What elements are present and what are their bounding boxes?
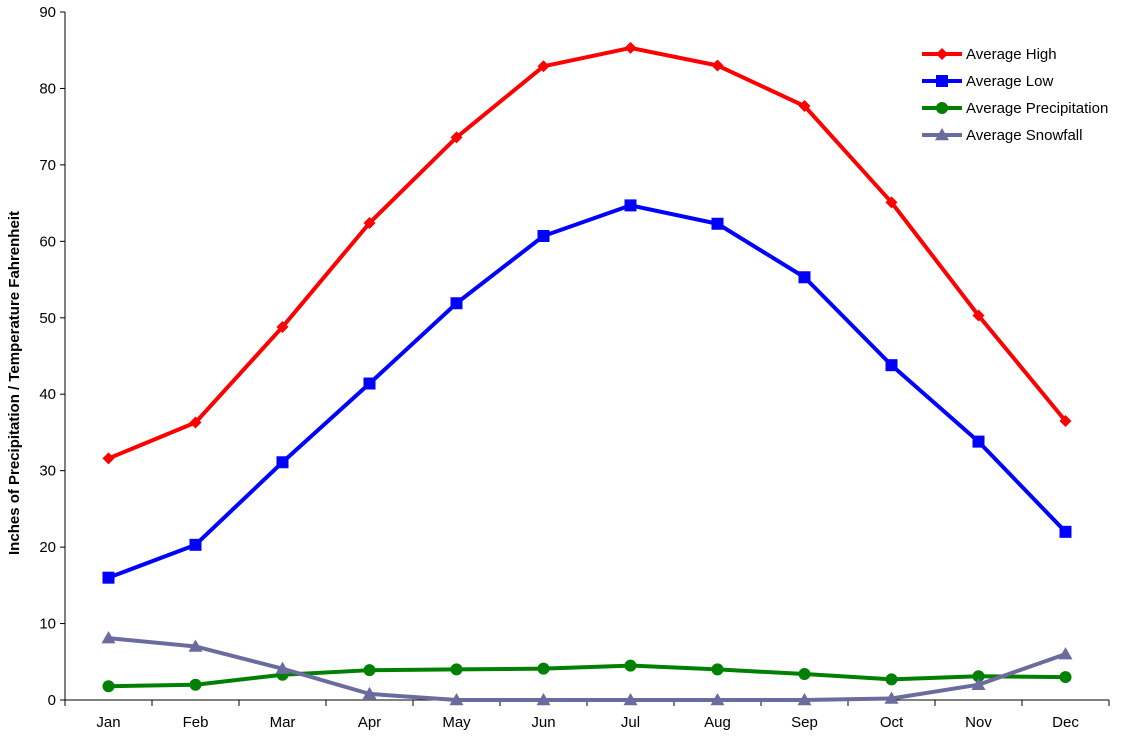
y-tick-label: 90 [39,4,56,21]
legend-marker-average-low [936,75,948,87]
data-point-average-high [972,309,985,322]
data-point-average-precipitation [624,659,637,672]
y-axis-label: Inches of Precipitation / Temperature Fa… [6,211,23,555]
y-tick-label: 30 [39,463,56,480]
data-point-average-high [102,452,115,465]
data-point-average-precipitation [711,663,724,676]
data-point-average-high [711,59,724,72]
data-point-average-low [363,377,376,390]
data-point-average-snowfall [1058,647,1073,660]
data-point-average-low [885,359,898,372]
x-tick-label: Sep [791,714,818,731]
data-point-average-low [624,199,637,212]
y-tick-label: 60 [39,233,56,250]
data-point-average-high [450,131,463,144]
x-tick-label: May [442,714,471,731]
legend-marker-average-high [936,48,948,60]
data-point-average-low [102,571,115,584]
x-tick-label: Nov [965,714,992,731]
data-point-average-precipitation [102,680,115,693]
y-tick-label: 0 [48,692,56,709]
data-point-average-low [537,229,550,242]
legend-label-average-precipitation: Average Precipitation [966,100,1108,117]
data-point-average-snowfall [884,691,899,704]
legend-item-average-low: Average Low [922,73,1053,90]
series-layer [101,41,1073,706]
data-point-average-high [276,320,289,333]
series-line-average-high [107,45,1068,461]
legend: Average High Average Low Average Precipita… [922,46,1108,144]
data-point-average-precipitation [972,670,985,683]
legend-marker-average-precipitation [936,102,948,114]
x-tick-label: Jan [96,714,120,731]
y-tick-label: 10 [39,616,56,633]
series-line-average-precipitation [108,663,1066,689]
y-tick-label: 20 [39,539,56,556]
x-tick-label: Feb [183,714,209,731]
data-point-average-low [1059,525,1072,538]
data-point-average-precipitation [450,663,463,676]
x-tick-label: Dec [1052,714,1079,731]
data-point-average-high [189,416,202,429]
data-point-average-snowfall [536,693,551,706]
data-point-average-precipitation [885,673,898,686]
x-tick-label: Jul [621,714,640,731]
data-point-average-precipitation [537,662,550,675]
data-point-average-snowfall [797,693,812,706]
series-average-snowfall [101,631,1073,706]
data-point-average-low [711,217,724,230]
data-point-average-snowfall [623,693,638,706]
legend-item-average-high: Average High [922,46,1057,63]
legend-item-average-snowfall: Average Snowfall [922,127,1082,144]
y-tick-label: 50 [39,310,56,327]
data-point-average-high [624,41,637,54]
x-tick-label: Aug [704,714,731,731]
legend-label-average-high: Average High [966,46,1057,63]
data-point-average-high [363,216,376,229]
y-tick-label: 70 [39,157,56,174]
axes: 0 10 20 30 40 50 60 70 80 90 Jan Feb Mar Apr May Jun Jul… [39,4,1110,731]
x-tick-label: Mar [270,714,296,731]
series-average-high [102,41,1072,465]
legend-label-average-snowfall: Average Snowfall [966,127,1082,144]
data-point-average-low [189,538,202,551]
data-point-average-high [1059,414,1072,427]
data-point-average-snowfall [188,639,203,652]
data-point-average-snowfall [275,661,290,674]
data-point-average-high [885,196,898,209]
data-point-average-precipitation [1059,671,1072,684]
legend-label-average-low: Average Low [966,73,1053,90]
data-point-average-low [972,435,985,448]
data-point-average-snowfall [101,631,116,644]
legend-item-average-precipitation: Average Precipitation [922,100,1108,117]
data-point-average-high [537,60,550,73]
data-point-average-snowfall [710,693,725,706]
series-line-average-snowfall [108,636,1067,702]
data-point-average-snowfall [449,693,464,706]
data-point-average-precipitation [798,668,811,681]
y-tick-label: 80 [39,80,56,97]
data-point-average-snowfall [362,686,377,700]
x-tick-label: Oct [880,714,904,731]
data-point-average-low [450,297,463,310]
data-point-average-snowfall [971,677,986,690]
data-point-average-high [798,100,811,113]
y-tick-label: 40 [39,386,56,403]
data-point-average-low [276,456,289,469]
x-tick-label: Jun [531,714,555,731]
series-line-average-low [107,203,1067,580]
data-point-average-precipitation [363,664,376,677]
data-point-average-low [798,271,811,284]
x-tick-label: Apr [358,714,381,731]
series-average-precipitation [102,659,1072,693]
series-average-low [102,199,1072,584]
legend-marker-average-snowfall [935,128,949,141]
data-point-average-precipitation [189,678,202,691]
